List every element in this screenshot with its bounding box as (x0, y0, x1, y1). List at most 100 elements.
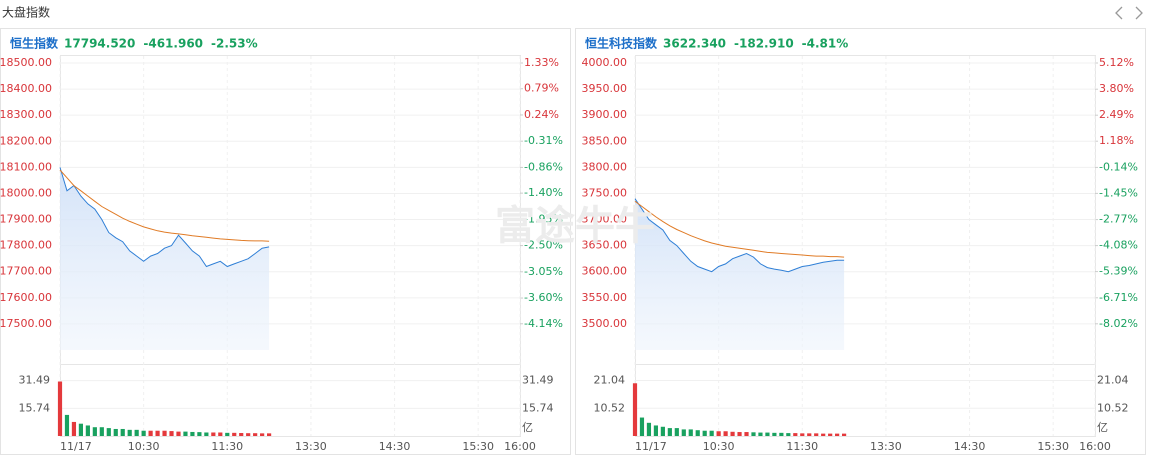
y-tick-label: 4000.00 (582, 56, 628, 69)
quote-change-pct: -4.81% (802, 37, 849, 51)
y-tick-label: 17800.00 (0, 239, 52, 252)
y2-tick-label: -5.39% (1099, 265, 1138, 278)
volume-bar (786, 433, 791, 436)
volume-bar (828, 433, 833, 436)
volume-tick-label-right: 31.49 (522, 374, 554, 387)
y2-tick-label: -2.50% (524, 239, 563, 252)
y-tick-label: 17500.00 (0, 317, 52, 330)
y-tick-label: 3500.00 (582, 317, 628, 330)
volume-bar (835, 433, 840, 436)
volume-bar (267, 433, 272, 436)
volume-tick-label-right: 10.52 (1097, 401, 1129, 414)
volume-bar (702, 430, 707, 436)
y-tick-label: 17900.00 (0, 213, 52, 226)
volume-bar (57, 381, 63, 436)
volume-bar (99, 427, 104, 436)
volume-bar (197, 432, 202, 436)
volume-tick-label: 15.74 (19, 401, 51, 414)
volume-bar (134, 429, 139, 436)
volume-bar (800, 433, 805, 436)
y-tick-label: 18300.00 (0, 108, 52, 121)
y2-tick-label: -3.05% (524, 265, 563, 278)
y-tick-label: 3750.00 (582, 186, 628, 199)
y-tick-label: 18400.00 (0, 82, 52, 95)
x-tick-label: 15:30 (1037, 440, 1069, 453)
volume-bar (814, 433, 819, 436)
x-tick-label: 13:30 (295, 440, 327, 453)
y-tick-label: 18500.00 (0, 56, 52, 69)
x-tick-label: 15:30 (462, 440, 494, 453)
volume-bar (730, 431, 735, 436)
volume-bar (674, 428, 679, 436)
volume-bar (639, 417, 645, 436)
y2-tick-label: -1.95% (524, 212, 563, 225)
x-tick-label: 10:30 (703, 440, 735, 453)
x-tick-label: 11:30 (211, 440, 243, 453)
y2-tick-label: -8.02% (1099, 317, 1138, 330)
volume-bar (260, 433, 265, 436)
y2-tick-label: 1.18% (1099, 134, 1134, 147)
volume-bar (667, 428, 672, 436)
y-tick-label: 18100.00 (0, 160, 52, 173)
volume-bar (842, 433, 847, 436)
volume-bar (239, 433, 244, 436)
volume-bar (162, 430, 167, 436)
volume-bar (737, 432, 742, 436)
average-line (634, 200, 845, 258)
volume-bar (632, 383, 638, 436)
next-arrow[interactable] (1135, 6, 1143, 20)
volume-bar (246, 433, 251, 436)
volume-tick-label-right: 15.74 (522, 401, 554, 414)
quote-change-pct: -2.53% (211, 37, 258, 51)
y-tick-label: 3600.00 (582, 265, 628, 278)
volume-bar (744, 432, 749, 436)
volume-bar (176, 431, 181, 436)
y-tick-label: 3550.00 (582, 291, 628, 304)
y2-tick-label: -1.45% (1099, 186, 1138, 199)
volume-bar (92, 427, 97, 436)
volume-bar (660, 426, 665, 436)
x-tick-label: 11:30 (786, 440, 818, 453)
x-tick-label: 16:00 (504, 440, 536, 453)
volume-bar (646, 422, 652, 436)
y2-tick-label: 2.49% (1099, 108, 1134, 121)
prev-arrow[interactable] (1115, 6, 1123, 20)
volume-bar (120, 428, 125, 436)
volume-bar (218, 432, 223, 436)
volume-tick-label: 10.52 (594, 401, 626, 414)
y-tick-label: 18200.00 (0, 134, 52, 147)
volume-bar (772, 432, 777, 436)
y2-tick-label: 3.80% (1099, 82, 1134, 95)
volume-unit: 亿 (522, 421, 533, 434)
watermark: 富途牛牛 (495, 203, 655, 249)
y2-tick-label: -6.71% (1099, 291, 1138, 304)
y2-tick-label: -2.77% (1099, 213, 1138, 226)
x-tick-label: 14:30 (954, 440, 986, 453)
volume-bar (169, 431, 174, 436)
y2-tick-label: -4.14% (524, 317, 563, 330)
x-tick-label: 11/17 (635, 440, 667, 453)
x-tick-label: 13:30 (870, 440, 902, 453)
volume-bar (71, 421, 77, 436)
y-tick-label: 17700.00 (0, 265, 52, 278)
volume-bar (765, 432, 770, 436)
volume-bar (688, 429, 693, 436)
price-line (59, 167, 270, 268)
price-line (634, 198, 845, 273)
x-tick-label: 11/17 (60, 440, 92, 453)
quote-change: -182.910 (734, 37, 794, 51)
quote-price: 3622.340 (663, 37, 726, 51)
volume-bar (709, 430, 714, 436)
volume-tick-label: 21.04 (594, 374, 626, 387)
volume-bar (807, 433, 812, 436)
price-area (60, 167, 270, 350)
volume-bar (64, 414, 70, 436)
volume-bar (183, 431, 188, 436)
quote-change: -461.960 (143, 37, 203, 51)
y2-tick-label: -0.31% (524, 134, 563, 147)
volume-bar (232, 432, 237, 436)
price-area (635, 198, 845, 350)
volume-unit: 亿 (1097, 421, 1108, 434)
quote-price: 17794.520 (64, 37, 135, 51)
